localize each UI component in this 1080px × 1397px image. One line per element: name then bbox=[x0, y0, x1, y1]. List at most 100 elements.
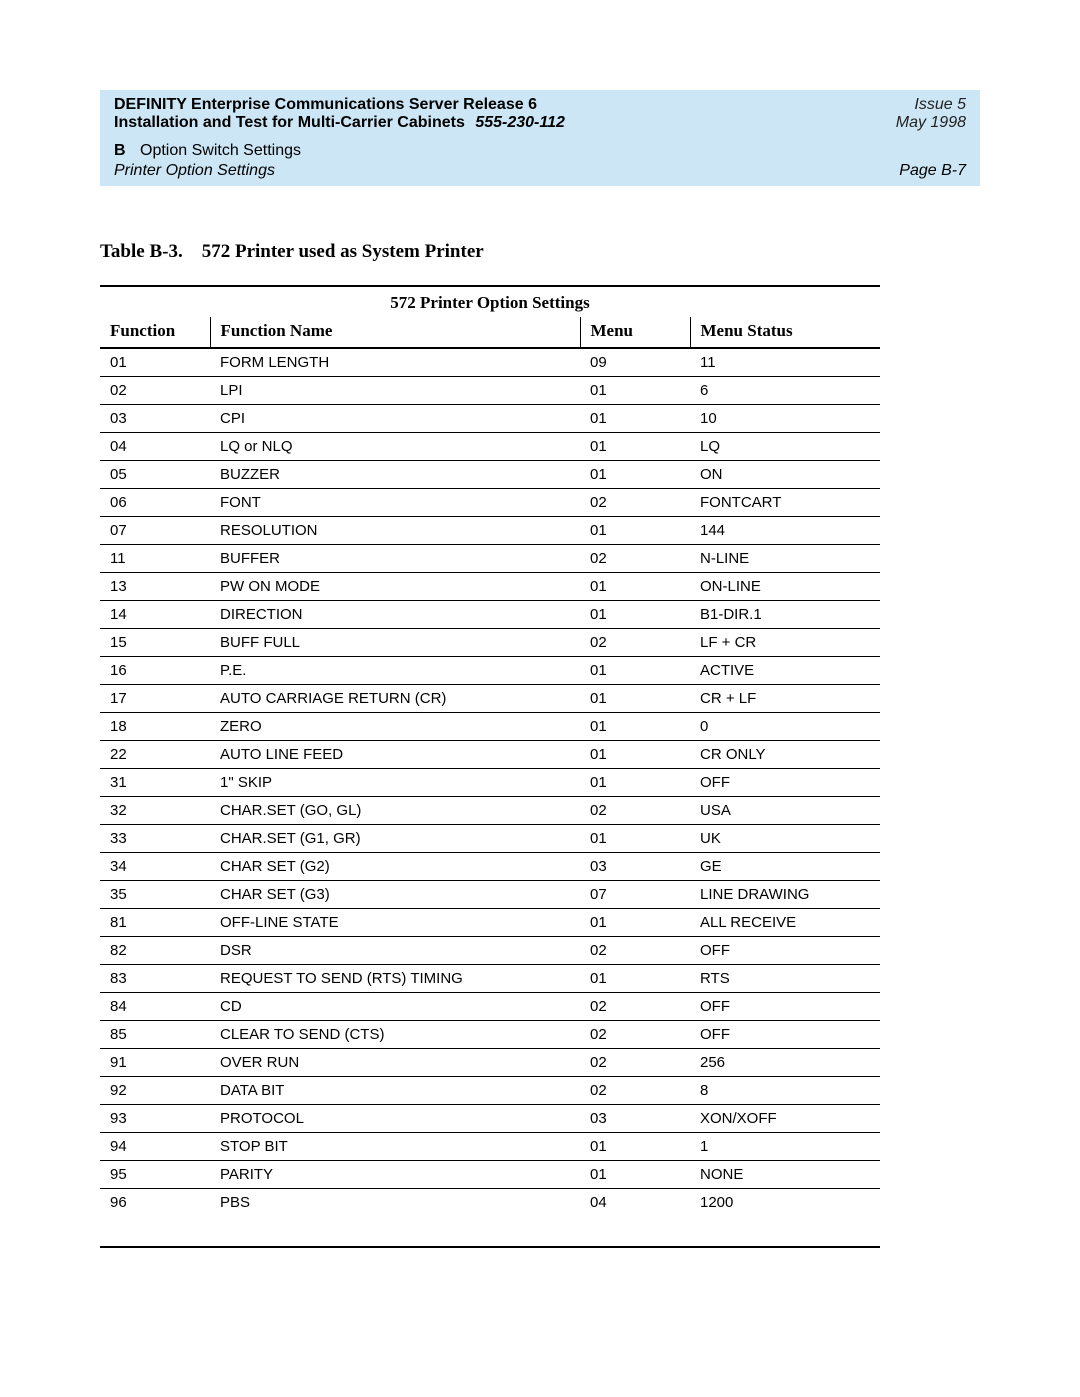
cell-menu-status: UK bbox=[690, 825, 880, 853]
cell-menu: 02 bbox=[580, 489, 690, 517]
cell-function-name: ZERO bbox=[210, 713, 580, 741]
cell-function: 84 bbox=[100, 993, 210, 1021]
cell-menu: 02 bbox=[580, 1021, 690, 1049]
table-row: 02LPI016 bbox=[100, 377, 880, 405]
cell-function: 14 bbox=[100, 601, 210, 629]
table-row: 17AUTO CARRIAGE RETURN (CR)01CR + LF bbox=[100, 685, 880, 713]
cell-function-name: RESOLUTION bbox=[210, 517, 580, 545]
col-header-menu: Menu bbox=[580, 317, 690, 348]
appendix-letter: B bbox=[114, 142, 126, 159]
cell-function: 07 bbox=[100, 517, 210, 545]
cell-menu: 01 bbox=[580, 601, 690, 629]
table-row: 15BUFF FULL02LF + CR bbox=[100, 629, 880, 657]
cell-function-name: BUZZER bbox=[210, 461, 580, 489]
cell-menu-status: 8 bbox=[690, 1077, 880, 1105]
cell-function: 22 bbox=[100, 741, 210, 769]
cell-menu-status: OFF bbox=[690, 937, 880, 965]
cell-function: 91 bbox=[100, 1049, 210, 1077]
cell-function-name: PBS bbox=[210, 1189, 580, 1217]
cell-function-name: 1" SKIP bbox=[210, 769, 580, 797]
cell-menu: 02 bbox=[580, 797, 690, 825]
cell-menu: 01 bbox=[580, 1133, 690, 1161]
header-row-1: DEFINITY Enterprise Communications Serve… bbox=[100, 90, 980, 114]
appendix-line: B Option Switch Settings bbox=[100, 138, 980, 162]
table-row: 81OFF-LINE STATE01ALL RECEIVE bbox=[100, 909, 880, 937]
cell-function: 01 bbox=[100, 348, 210, 377]
cell-menu: 01 bbox=[580, 965, 690, 993]
cell-menu: 01 bbox=[580, 461, 690, 489]
cell-function-name: CHAR.SET (GO, GL) bbox=[210, 797, 580, 825]
doc-number: 555-230-112 bbox=[475, 114, 565, 131]
col-header-function: Function bbox=[100, 317, 210, 348]
table-row: 11BUFFER02N-LINE bbox=[100, 545, 880, 573]
cell-function: 18 bbox=[100, 713, 210, 741]
cell-function: 03 bbox=[100, 405, 210, 433]
issue-label: Issue 5 bbox=[914, 96, 966, 114]
table-row: 311" SKIP01OFF bbox=[100, 769, 880, 797]
cell-function-name: PROTOCOL bbox=[210, 1105, 580, 1133]
table-row: 94STOP BIT011 bbox=[100, 1133, 880, 1161]
cell-function-name: CHAR SET (G2) bbox=[210, 853, 580, 881]
cell-function: 32 bbox=[100, 797, 210, 825]
cell-menu-status: OFF bbox=[690, 993, 880, 1021]
cell-menu: 07 bbox=[580, 881, 690, 909]
cell-menu-status: B1-DIR.1 bbox=[690, 601, 880, 629]
table-row: 35CHAR SET (G3)07LINE DRAWING bbox=[100, 881, 880, 909]
table-row: 83REQUEST TO SEND (RTS) TIMING01RTS bbox=[100, 965, 880, 993]
col-header-menu-status: Menu Status bbox=[690, 317, 880, 348]
cell-function-name: CHAR SET (G3) bbox=[210, 881, 580, 909]
cell-menu-status: USA bbox=[690, 797, 880, 825]
cell-menu: 01 bbox=[580, 713, 690, 741]
table-row: 07RESOLUTION01144 bbox=[100, 517, 880, 545]
cell-function-name: PW ON MODE bbox=[210, 573, 580, 601]
table-row: 95PARITY01NONE bbox=[100, 1161, 880, 1189]
cell-function: 81 bbox=[100, 909, 210, 937]
cell-menu-status: OFF bbox=[690, 1021, 880, 1049]
cell-menu: 04 bbox=[580, 1189, 690, 1217]
col-header-function-name: Function Name bbox=[210, 317, 580, 348]
table-body: 01FORM LENGTH091102LPI01603CPI011004LQ o… bbox=[100, 348, 880, 1216]
cell-function: 04 bbox=[100, 433, 210, 461]
cell-function: 05 bbox=[100, 461, 210, 489]
cell-function-name: DATA BIT bbox=[210, 1077, 580, 1105]
cell-function-name: P.E. bbox=[210, 657, 580, 685]
cell-function-name: DSR bbox=[210, 937, 580, 965]
cell-menu-status: 10 bbox=[690, 405, 880, 433]
appendix-title: Option Switch Settings bbox=[140, 142, 301, 159]
cell-menu-status: 6 bbox=[690, 377, 880, 405]
cell-function-name: AUTO CARRIAGE RETURN (CR) bbox=[210, 685, 580, 713]
table-row: 84CD02OFF bbox=[100, 993, 880, 1021]
cell-menu-status: 144 bbox=[690, 517, 880, 545]
doc-title-line1: DEFINITY Enterprise Communications Serve… bbox=[114, 96, 537, 114]
cell-menu: 01 bbox=[580, 741, 690, 769]
cell-function-name: PARITY bbox=[210, 1161, 580, 1189]
cell-menu: 02 bbox=[580, 1077, 690, 1105]
cell-menu: 01 bbox=[580, 909, 690, 937]
table-row: 06FONT02FONTCART bbox=[100, 489, 880, 517]
cell-function-name: REQUEST TO SEND (RTS) TIMING bbox=[210, 965, 580, 993]
cell-function: 35 bbox=[100, 881, 210, 909]
cell-function-name: CPI bbox=[210, 405, 580, 433]
cell-menu-status: N-LINE bbox=[690, 545, 880, 573]
cell-menu-status: 0 bbox=[690, 713, 880, 741]
cell-menu: 01 bbox=[580, 433, 690, 461]
table-row: 92DATA BIT028 bbox=[100, 1077, 880, 1105]
table-row: 18ZERO010 bbox=[100, 713, 880, 741]
cell-menu-status: ACTIVE bbox=[690, 657, 880, 685]
cell-menu: 01 bbox=[580, 1161, 690, 1189]
cell-menu-status: 11 bbox=[690, 348, 880, 377]
cell-function-name: OVER RUN bbox=[210, 1049, 580, 1077]
cell-menu: 01 bbox=[580, 573, 690, 601]
cell-menu: 01 bbox=[580, 405, 690, 433]
cell-function: 31 bbox=[100, 769, 210, 797]
cell-menu-status: GE bbox=[690, 853, 880, 881]
section-line: Printer Option Settings Page B-7 bbox=[100, 162, 980, 186]
issue-date: May 1998 bbox=[896, 114, 966, 132]
table-caption-title: 572 Printer used as System Printer bbox=[202, 241, 484, 262]
cell-menu-status: FONTCART bbox=[690, 489, 880, 517]
cell-function: 33 bbox=[100, 825, 210, 853]
cell-function-name: OFF-LINE STATE bbox=[210, 909, 580, 937]
table-row: 32CHAR.SET (GO, GL)02USA bbox=[100, 797, 880, 825]
cell-menu: 03 bbox=[580, 1105, 690, 1133]
table-header-row: Function Function Name Menu Menu Status bbox=[100, 317, 880, 348]
